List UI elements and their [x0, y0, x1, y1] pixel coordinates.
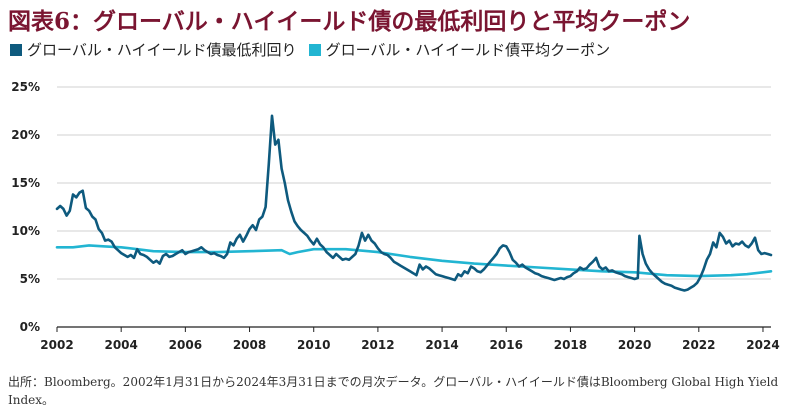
- chart-series: [55, 114, 773, 292]
- x-tick-label: 2016: [490, 338, 523, 352]
- x-tick-label: 2022: [682, 338, 715, 352]
- series-line-coupon: [55, 244, 773, 278]
- legend-label-coupon: グローバル・ハイイールド債平均クーポン: [325, 41, 611, 59]
- x-tick-label: 2006: [169, 338, 202, 352]
- legend-swatch-ytw: [10, 43, 22, 56]
- x-tick-label: 2010: [297, 338, 330, 352]
- x-tick-label: 2012: [361, 338, 394, 352]
- source-note: 出所：Bloomberg。2002年1月31日から2024年3月31日までの月次…: [8, 375, 779, 407]
- x-tick-label: 2002: [40, 338, 73, 352]
- x-axis-ticks: 2002 2004 2006 2008 2010 2012 2014 2016 2018 2020…: [40, 327, 780, 352]
- y-tick-label: 10%: [11, 224, 40, 238]
- x-tick-label: 2024: [746, 338, 779, 352]
- x-tick-label: 2014: [425, 338, 458, 352]
- chart-legend: グローバル・ハイイールド債最低利回り グローバル・ハイイールド債平均クーポン: [10, 39, 622, 60]
- y-tick-label: 25%: [11, 80, 40, 94]
- legend-label-ytw: グローバル・ハイイールド債最低利回り: [27, 41, 297, 59]
- y-tick-label: 0%: [20, 320, 40, 334]
- legend-swatch-coupon: [308, 43, 321, 56]
- y-tick-label: 15%: [11, 176, 40, 190]
- chart-grid: [57, 86, 771, 328]
- x-tick-label: 2008: [233, 338, 266, 352]
- y-tick-label: 20%: [11, 128, 40, 142]
- legend-item-ytw: グローバル・ハイイールド債最低利回り: [10, 39, 297, 60]
- x-tick-label: 2020: [618, 338, 651, 352]
- line-chart: 0% 5% 10% 15% 20% 25% 2002 2004 2006 2008 2010 201…: [11, 80, 780, 352]
- y-tick-label: 5%: [20, 272, 40, 286]
- series-line-ytw: [55, 114, 773, 292]
- x-tick-label: 2018: [554, 338, 587, 352]
- y-axis-ticks: 0% 5% 10% 15% 20% 25%: [11, 80, 40, 334]
- x-tick-label: 2004: [104, 338, 137, 352]
- legend-item-coupon: グローバル・ハイイールド債平均クーポン: [308, 39, 611, 60]
- chart-title: 図表6：グローバル・ハイイールド債の最低利回りと平均クーポン: [8, 8, 691, 35]
